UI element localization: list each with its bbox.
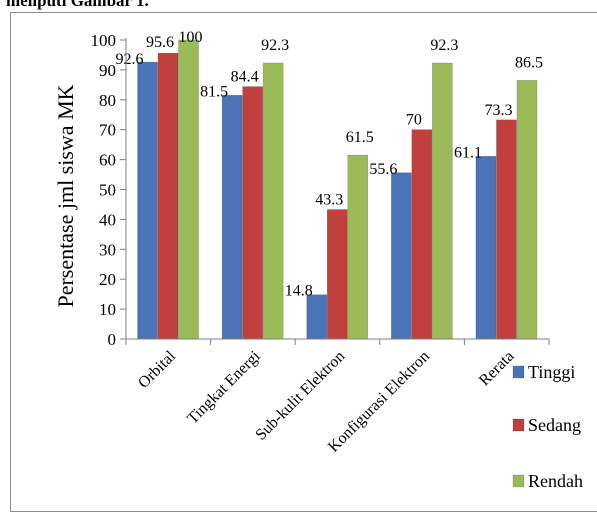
bar-sedang	[411, 129, 433, 340]
data-label-tinggi: 55.6	[369, 161, 397, 178]
data-label-sedang: 43.3	[315, 192, 343, 209]
bar-rendah	[347, 154, 369, 340]
y-tick-label: 70	[99, 121, 116, 140]
bar-tinggi	[306, 294, 328, 340]
bar-rendah	[262, 62, 284, 340]
bar-tinggi	[137, 61, 158, 340]
legend-label-sedang: Sedang	[528, 415, 581, 435]
bar-rendah	[516, 80, 538, 340]
data-label-rendah: 100	[179, 29, 203, 46]
bar-sedang	[496, 119, 517, 340]
bar-tinggi	[475, 156, 497, 340]
y-tick-label: 90	[99, 61, 116, 80]
data-label-sedang: 95.6	[146, 34, 174, 51]
y-tick-label: 50	[99, 181, 116, 200]
bar-rendah	[178, 39, 199, 340]
y-tick-label: 80	[99, 91, 116, 110]
y-tick-label: 20	[99, 270, 116, 289]
bar-tinggi	[391, 172, 412, 340]
data-label-tinggi: 14.8	[285, 283, 313, 300]
data-label-rendah: 92.3	[261, 37, 289, 54]
bar-rendah	[432, 62, 453, 340]
legend-label-rendah: Rendah	[528, 471, 583, 491]
bar-tinggi	[221, 95, 243, 340]
data-label-tinggi: 92.6	[116, 51, 144, 68]
x-tick-label: Sub-kulit Elektron	[252, 348, 348, 444]
y-tick-label: 100	[91, 31, 117, 50]
bar-sedang	[326, 209, 348, 340]
data-label-tinggi: 61.1	[454, 144, 482, 161]
legend-swatch-rendah	[512, 474, 525, 488]
y-tick-label: 60	[99, 151, 116, 170]
bar-sedang	[157, 52, 179, 340]
y-tick-label: 0	[108, 330, 117, 349]
legend-swatch-tinggi	[512, 365, 525, 379]
legend-label-tinggi: Tinggi	[528, 362, 575, 382]
y-tick-label: 10	[99, 300, 116, 319]
data-label-rendah: 92.3	[430, 37, 458, 54]
data-label-sedang: 84.4	[231, 69, 259, 86]
data-label-sedang: 70	[406, 112, 422, 129]
legend-swatch-sedang	[512, 418, 525, 432]
y-tick-label: 30	[99, 240, 116, 259]
x-tick-label: Orbital	[135, 347, 179, 391]
bar-sedang	[242, 86, 263, 340]
figure-caption: meliputi Gambar 1.	[6, 0, 149, 10]
x-tick-label: Tingkat Energi	[184, 347, 264, 427]
data-label-sedang: 73.3	[484, 102, 512, 119]
data-label-tinggi: 81.5	[200, 83, 228, 100]
data-label-rendah: 86.5	[515, 54, 543, 71]
x-tick-label: Rerata	[476, 348, 518, 390]
y-axis-label: Persentase jml siswa MK	[53, 84, 78, 307]
y-tick-label: 40	[99, 210, 116, 229]
data-label-rendah: 61.5	[346, 129, 374, 146]
